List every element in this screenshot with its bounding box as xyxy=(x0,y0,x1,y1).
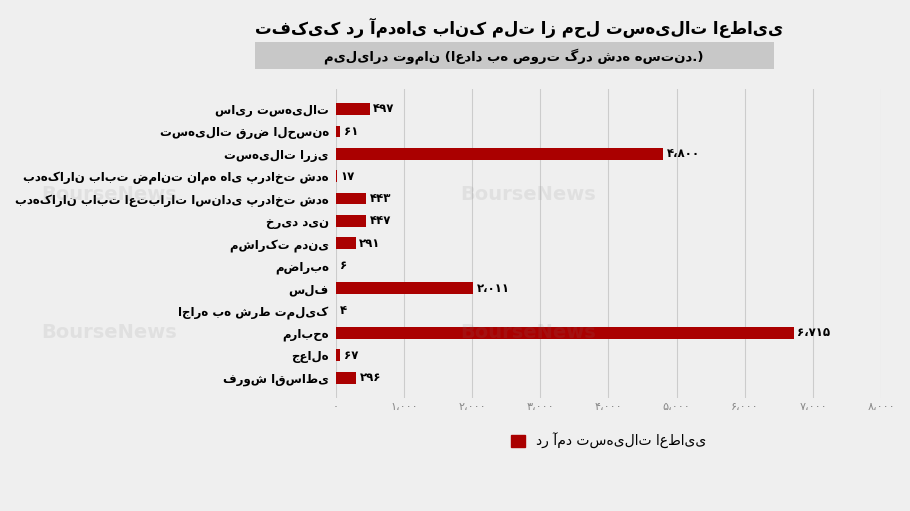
Bar xyxy=(336,148,663,159)
Text: BourseNews: BourseNews xyxy=(460,322,596,342)
Text: ۲،۰۱۱: ۲،۰۱۱ xyxy=(477,282,510,295)
Legend: در آمد تسهیلات اعطایی: در آمد تسهیلات اعطایی xyxy=(511,433,706,449)
Text: ۴۴۳: ۴۴۳ xyxy=(369,192,391,205)
Text: BourseNews: BourseNews xyxy=(41,322,177,342)
Text: میلیارد تومان (اعداد به صورت گرد شده هستند.): میلیارد تومان (اعداد به صورت گرد شده هست… xyxy=(324,48,704,64)
Text: ۶۷: ۶۷ xyxy=(344,349,359,362)
Bar xyxy=(336,215,366,227)
Bar xyxy=(336,372,356,384)
Text: ۶۱: ۶۱ xyxy=(344,125,358,138)
Text: ۶: ۶ xyxy=(339,259,347,272)
Text: ۲۹۶: ۲۹۶ xyxy=(359,371,381,384)
Text: ۶،۷۱۵: ۶،۷۱۵ xyxy=(797,327,831,339)
Bar xyxy=(336,238,356,249)
Bar xyxy=(336,350,340,361)
Bar xyxy=(336,193,366,204)
Text: تفکیک در آمدهای بانک ملت از محل تسهیلات اعطایی: تفکیک در آمدهای بانک ملت از محل تسهیلات … xyxy=(255,18,783,38)
Bar xyxy=(336,327,794,339)
Text: ۴: ۴ xyxy=(339,304,347,317)
Text: ۴۹۷: ۴۹۷ xyxy=(373,102,395,115)
Text: BourseNews: BourseNews xyxy=(460,184,596,204)
Bar xyxy=(336,282,473,294)
Text: ۴،۸۰۰: ۴،۸۰۰ xyxy=(667,147,700,160)
Text: ۲۹۱: ۲۹۱ xyxy=(359,237,380,250)
Text: BourseNews: BourseNews xyxy=(41,184,177,204)
Bar xyxy=(336,126,339,137)
Text: ۱۷: ۱۷ xyxy=(340,170,355,182)
Bar xyxy=(336,170,337,182)
Text: ۴۴۷: ۴۴۷ xyxy=(370,215,391,227)
Bar xyxy=(336,103,369,115)
